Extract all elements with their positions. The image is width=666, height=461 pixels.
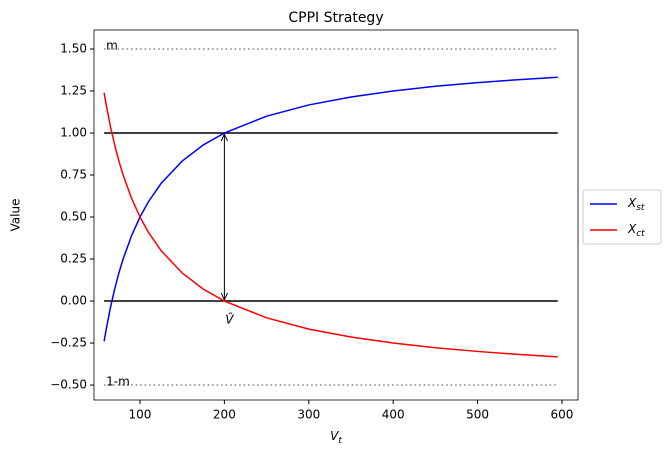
x-tick-label: 100	[129, 408, 152, 422]
x-tick-label: 500	[466, 408, 489, 422]
y-tick-label: −0.25	[50, 336, 87, 350]
x-tick-label: 300	[297, 408, 320, 422]
legend-label: Xct	[627, 222, 645, 239]
x-tick-label: 400	[382, 408, 405, 422]
series-line	[103, 92, 558, 358]
reference-label: m	[106, 38, 118, 52]
series-line	[103, 76, 558, 342]
x-tick-label: 600	[551, 408, 574, 422]
y-tick-label: 0.75	[60, 168, 87, 182]
plot-area	[93, 29, 579, 401]
y-tick-label: 1.25	[60, 83, 87, 97]
legend-label: Xst	[627, 196, 645, 213]
chart-title: CPPI Strategy	[288, 10, 383, 26]
y-axis-label: Value	[9, 199, 23, 232]
x-axis-label: Vt	[330, 429, 342, 446]
y-tick-label: −0.50	[50, 378, 87, 392]
y-tick-label: 0.25	[60, 252, 87, 266]
y-tick-label: 0.00	[60, 294, 87, 308]
legend-box	[582, 189, 662, 245]
x-tick-label: 200	[213, 408, 236, 422]
y-tick-label: 0.50	[60, 210, 87, 224]
arrow-label: V̂	[225, 312, 234, 326]
y-tick-label: 1.00	[60, 126, 87, 140]
reference-label: 1-m	[106, 375, 130, 389]
y-tick-label: 1.50	[60, 41, 87, 55]
